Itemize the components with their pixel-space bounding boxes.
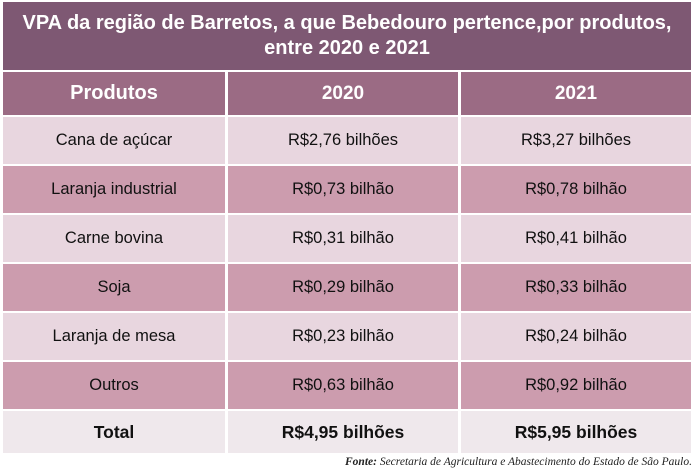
source-note: Fonte: Secretaria de Agricultura e Abast… — [345, 456, 692, 468]
column-divider — [225, 362, 228, 409]
header-2020: 2020 — [228, 72, 458, 115]
cell-2020: R$0,63 bilhão — [228, 362, 458, 409]
column-divider — [458, 362, 461, 409]
total-2020: R$4,95 bilhões — [228, 411, 458, 453]
cell-produto: Soja — [3, 264, 225, 311]
cell-2020: R$2,76 bilhões — [228, 117, 458, 164]
column-divider — [458, 264, 461, 311]
column-divider — [225, 215, 228, 262]
cell-produto: Laranja de mesa — [3, 313, 225, 360]
column-divider — [458, 313, 461, 360]
column-divider — [225, 166, 228, 213]
table-row: Cana de açúcar R$2,76 bilhões R$3,27 bil… — [3, 117, 691, 164]
cell-2021: R$0,78 bilhão — [461, 166, 691, 213]
data-table: VPA da região de Barretos, a que Bebedou… — [3, 2, 691, 453]
cell-2021: R$3,27 bilhões — [461, 117, 691, 164]
cell-produto: Outros — [3, 362, 225, 409]
column-divider — [225, 411, 228, 453]
column-divider — [458, 72, 461, 115]
cell-2021: R$0,24 bilhão — [461, 313, 691, 360]
table-row: Laranja industrial R$0,73 bilhão R$0,78 … — [3, 166, 691, 213]
column-divider — [225, 264, 228, 311]
table-total-row: Total R$4,95 bilhões R$5,95 bilhões — [3, 411, 691, 453]
source-label: Fonte: — [345, 456, 377, 468]
table-header-row: Produtos 2020 2021 — [3, 72, 691, 115]
table-title: VPA da região de Barretos, a que Bebedou… — [3, 2, 691, 70]
table-row: Laranja de mesa R$0,23 bilhão R$0,24 bil… — [3, 313, 691, 360]
table-row: Carne bovina R$0,31 bilhão R$0,41 bilhão — [3, 215, 691, 262]
column-divider — [225, 313, 228, 360]
cell-2021: R$0,92 bilhão — [461, 362, 691, 409]
column-divider — [458, 117, 461, 164]
total-2021: R$5,95 bilhões — [461, 411, 691, 453]
table-title-text: VPA da região de Barretos, a que Bebedou… — [22, 12, 672, 59]
table-row: Soja R$0,29 bilhão R$0,33 bilhão — [3, 264, 691, 311]
cell-2021: R$0,41 bilhão — [461, 215, 691, 262]
column-divider — [458, 215, 461, 262]
cell-2020: R$0,31 bilhão — [228, 215, 458, 262]
cell-produto: Laranja industrial — [3, 166, 225, 213]
cell-2020: R$0,73 bilhão — [228, 166, 458, 213]
cell-2021: R$0,33 bilhão — [461, 264, 691, 311]
cell-2020: R$0,23 bilhão — [228, 313, 458, 360]
table-row: Outros R$0,63 bilhão R$0,92 bilhão — [3, 362, 691, 409]
total-label: Total — [3, 411, 225, 453]
column-divider — [458, 411, 461, 453]
cell-2020: R$0,29 bilhão — [228, 264, 458, 311]
cell-produto: Carne bovina — [3, 215, 225, 262]
header-produtos: Produtos — [3, 72, 225, 115]
source-text: Secretaria de Agricultura e Abasteciment… — [379, 456, 692, 468]
column-divider — [458, 166, 461, 213]
column-divider — [225, 72, 228, 115]
cell-produto: Cana de açúcar — [3, 117, 225, 164]
header-2021: 2021 — [461, 72, 691, 115]
column-divider — [225, 117, 228, 164]
